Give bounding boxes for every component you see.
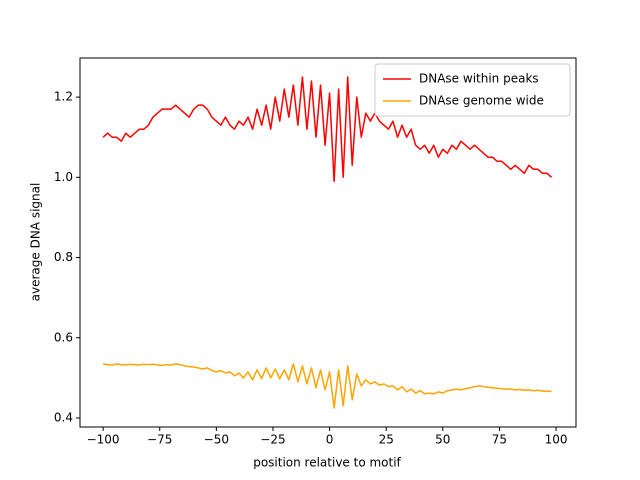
x-tick-label: −75 — [147, 433, 172, 447]
y-tick-label: 0.4 — [54, 410, 73, 424]
plot-frame — [79, 57, 577, 428]
y-tick-label: 1.0 — [54, 170, 73, 184]
legend-label: DNAse within peaks — [419, 72, 539, 86]
data-line — [102, 363, 552, 409]
x-tick-label: 0 — [326, 433, 334, 447]
x-tick-label: 50 — [435, 433, 450, 447]
x-tick-label: 75 — [492, 433, 507, 447]
x-tick-label: 25 — [379, 433, 394, 447]
y-tick-label: 0.6 — [54, 330, 73, 344]
data-line — [102, 76, 553, 183]
x-axis-label: position relative to motif — [253, 456, 401, 470]
legend-box — [374, 63, 571, 117]
x-tick-label: 100 — [545, 433, 568, 447]
y-tick-label: 1.2 — [54, 90, 73, 104]
x-tick-label: −100 — [87, 433, 120, 447]
y-tick-label: 0.8 — [54, 250, 73, 264]
x-tick-label: −25 — [260, 433, 285, 447]
legend-label: DNAse genome wide — [419, 94, 544, 108]
x-tick-label: −50 — [204, 433, 229, 447]
y-axis-label: average DNA signal — [29, 183, 43, 302]
